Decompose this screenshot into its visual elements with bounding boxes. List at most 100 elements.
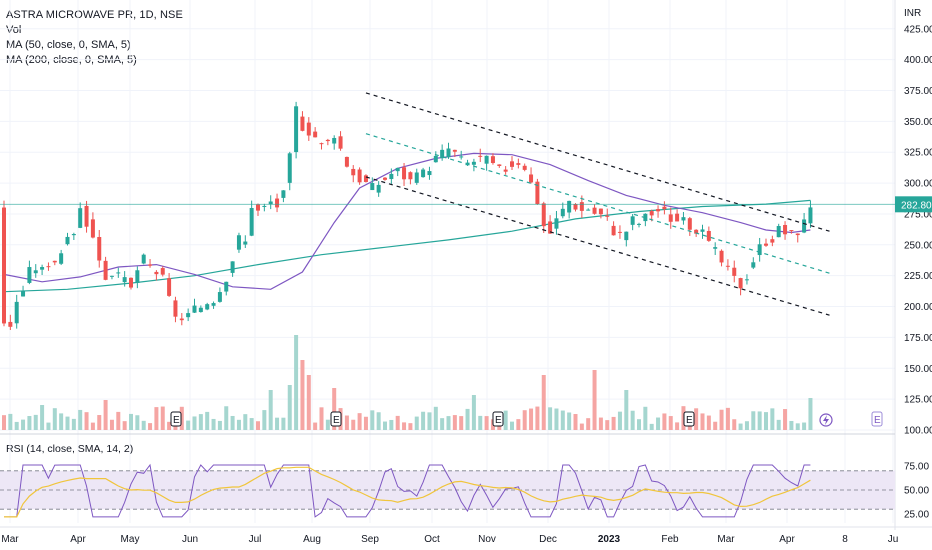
time-axis-label: Aug [303, 534, 321, 545]
volume-bar [757, 411, 762, 430]
candle-body [243, 241, 248, 245]
time-axis-label: Dec [539, 534, 557, 545]
volume-bar [427, 412, 432, 430]
time-axis-label: 8 [842, 534, 848, 545]
volume-bar [522, 410, 527, 430]
candle-body [554, 218, 559, 229]
candle-body [675, 213, 680, 222]
ma50-legend[interactable]: MA (50, close, 0, SMA, 5) [6, 39, 131, 51]
candle-body [90, 219, 95, 238]
candle-body [478, 155, 483, 157]
volume-bar [363, 416, 368, 430]
candle-body [497, 164, 502, 166]
candle-body [21, 290, 26, 297]
volume-bar [154, 407, 159, 430]
candle-body [751, 262, 756, 268]
candle-body [27, 267, 32, 283]
candle-body [738, 278, 743, 289]
candle-body [687, 218, 692, 230]
candle-body [84, 205, 89, 227]
volume-bar [205, 411, 210, 430]
candle-body [205, 304, 210, 310]
candle-body [186, 313, 191, 318]
candle-body [351, 168, 356, 176]
volume-bar [560, 410, 565, 430]
candle-body [173, 300, 178, 317]
candle-body [573, 204, 578, 210]
candle-body [281, 190, 286, 198]
volume-bar [554, 408, 559, 430]
volume-bar [179, 406, 184, 430]
candle-body [395, 167, 400, 172]
candle-body [586, 209, 591, 211]
volume-bar [713, 421, 718, 430]
volume-bar [471, 395, 476, 430]
volume-bar [770, 408, 775, 430]
price-tick-label: 300.00 [904, 179, 932, 190]
earnings-marker [492, 411, 504, 427]
rsi-tick-label: 75.00 [904, 462, 929, 473]
symbol-title[interactable]: ASTRA MICROWAVE PR, 1D, NSE [6, 9, 183, 21]
volume-bar [656, 417, 661, 430]
price-tick-label: 375.00 [904, 86, 932, 97]
volume-bar [808, 398, 813, 430]
volume-bar [332, 388, 337, 430]
rsi-legend[interactable]: RSI (14, close, SMA, 14, 2) [6, 443, 134, 455]
candle-body [370, 183, 375, 191]
volume-bar [262, 410, 267, 430]
candle-body [459, 156, 464, 158]
rsi-tick-label: 50.00 [904, 486, 929, 497]
candle-body [744, 279, 749, 281]
volume-bar [783, 409, 788, 430]
candle-body [605, 215, 610, 217]
last-price-label: 282.80 [901, 200, 932, 211]
volume-bar [681, 406, 686, 430]
volume-bar [446, 416, 451, 430]
volume-bar [421, 411, 426, 430]
volume-bar [795, 423, 800, 430]
candle-body [694, 229, 699, 234]
volume-bar [287, 385, 292, 430]
volume-bar [389, 419, 394, 430]
volume-bar [764, 412, 768, 430]
time-axis-label: Jun [182, 534, 198, 545]
volume-bar [541, 375, 546, 430]
candle-body [211, 303, 216, 306]
volume-bar [370, 410, 375, 430]
volume-bar [706, 415, 711, 430]
candle-body [287, 153, 292, 183]
volume-bar [376, 412, 381, 430]
volume-bar [459, 416, 464, 430]
volume-bar [789, 420, 794, 430]
volume-bar [217, 420, 222, 430]
candle-body [592, 207, 597, 214]
price-tick-label: 225.00 [904, 271, 932, 282]
volume-bar [84, 412, 89, 430]
candle-body [567, 200, 572, 213]
volume-bar [249, 418, 254, 430]
time-axis-label: Apr [779, 534, 795, 545]
volume-bar [71, 418, 76, 430]
candle-body [8, 321, 13, 327]
candle-body [52, 260, 57, 263]
volume-bar [351, 419, 356, 430]
candle-body [776, 226, 781, 238]
candle-body [630, 216, 635, 225]
candle-body [719, 250, 724, 263]
candle-body [122, 277, 127, 283]
candle-body [363, 175, 368, 182]
volume-bar [344, 415, 349, 430]
candle-body [637, 223, 641, 225]
volume-bar [319, 407, 324, 430]
candle-body [516, 163, 521, 165]
volume-bar [33, 414, 38, 430]
candle-body [256, 204, 260, 211]
price-tick-label: 200.00 [904, 302, 932, 313]
candle-body [192, 305, 197, 313]
price-tick-label: 325.00 [904, 148, 932, 159]
candle-body [452, 149, 457, 152]
candle-body [109, 275, 114, 277]
volume-bar [440, 418, 445, 430]
volume-bar [579, 423, 584, 430]
